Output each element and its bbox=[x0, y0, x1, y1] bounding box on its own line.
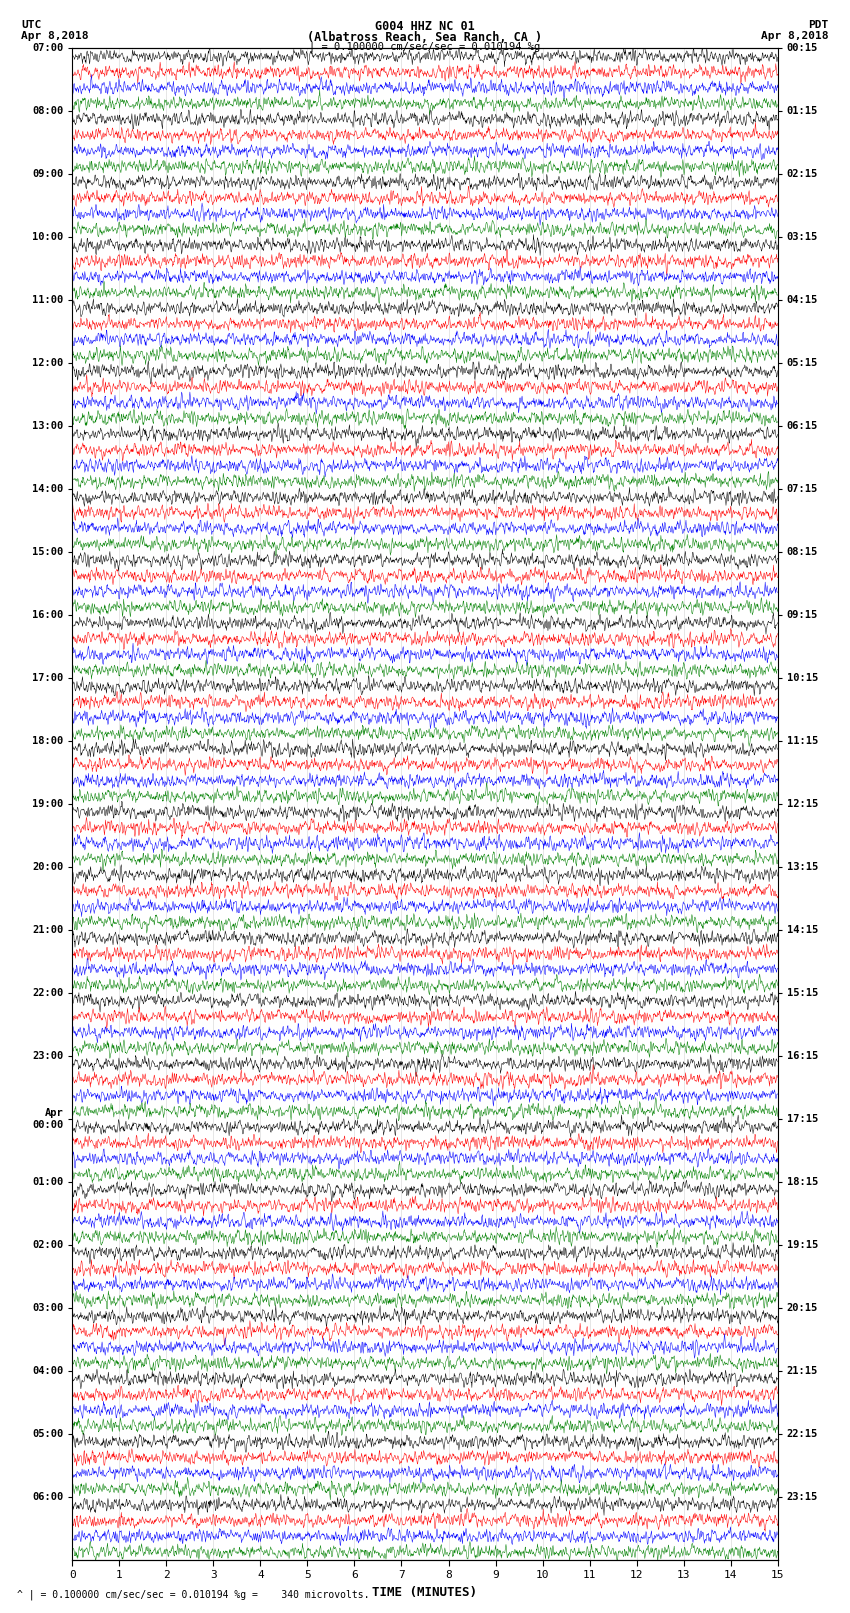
X-axis label: TIME (MINUTES): TIME (MINUTES) bbox=[372, 1586, 478, 1598]
Text: | = 0.100000 cm/sec/sec = 0.010194 %g: | = 0.100000 cm/sec/sec = 0.010194 %g bbox=[309, 40, 541, 52]
Text: G004 HHZ NC 01: G004 HHZ NC 01 bbox=[375, 19, 475, 34]
Text: (Albatross Reach, Sea Ranch, CA ): (Albatross Reach, Sea Ranch, CA ) bbox=[308, 31, 542, 44]
Text: PDT: PDT bbox=[808, 19, 829, 31]
Text: ^ | = 0.100000 cm/sec/sec = 0.010194 %g =    340 microvolts.: ^ | = 0.100000 cm/sec/sec = 0.010194 %g … bbox=[17, 1589, 370, 1600]
Text: Apr 8,2018: Apr 8,2018 bbox=[21, 31, 88, 40]
Text: UTC: UTC bbox=[21, 19, 42, 31]
Text: Apr 8,2018: Apr 8,2018 bbox=[762, 31, 829, 40]
